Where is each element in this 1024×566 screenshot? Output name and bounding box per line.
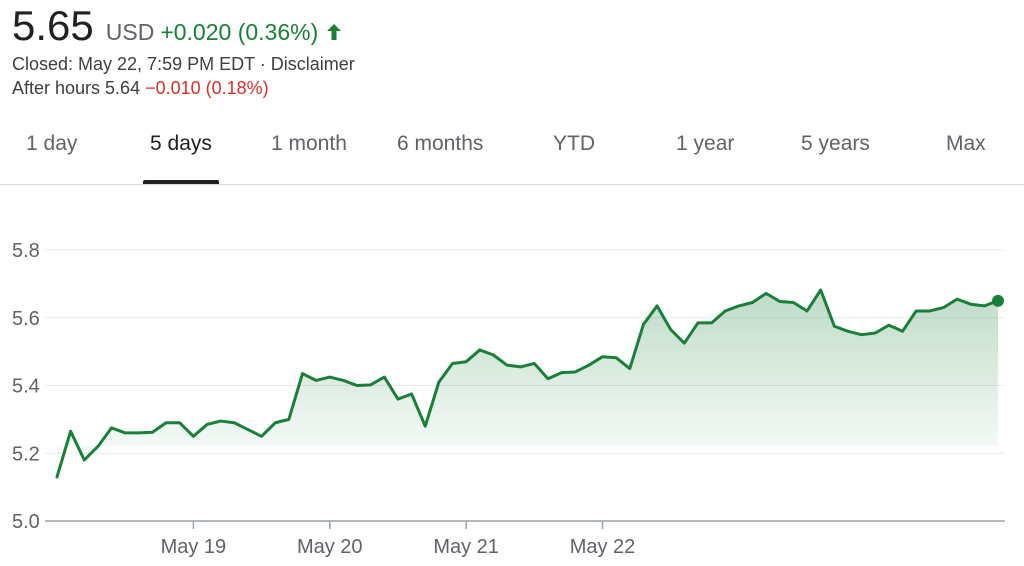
x-tick-label: May 19 [161, 536, 227, 558]
current-price: 5.65 [12, 2, 94, 49]
quote-header: 5.65 USD +0.020 (0.36%) [12, 2, 344, 50]
tab-1-month[interactable]: 1 month [271, 132, 347, 155]
arrow-up-icon [324, 22, 344, 42]
price-line [55, 288, 1000, 479]
price-chart: 5.8 5.6 5.4 5.2 5.0 May 19 May 20 May 21 May 22 [12, 240, 1005, 558]
tab-1-year[interactable]: 1 year [676, 132, 735, 155]
tab-6-months[interactable]: 6 months [397, 132, 484, 155]
after-hours-info: After hours 5.64 −0.010 (0.18%) [12, 78, 269, 99]
y-tick-label: 5.0 [12, 511, 40, 533]
after-hours-price: After hours 5.64 [12, 78, 141, 98]
tab-1-day[interactable]: 1 day [26, 132, 78, 155]
tab-ytd[interactable]: YTD [553, 132, 595, 155]
disclaimer-link[interactable]: Disclaimer [270, 54, 355, 74]
y-tick-label: 5.6 [12, 308, 40, 330]
last-price-point [992, 294, 1004, 307]
y-tick-label: 5.8 [12, 240, 40, 262]
x-tick-label: May 21 [433, 536, 499, 558]
separator: · [254, 54, 271, 74]
active-tab-indicator [143, 180, 219, 184]
y-tick-label: 5.2 [12, 443, 40, 465]
currency-label: USD [105, 19, 155, 45]
tab-5-years[interactable]: 5 years [801, 132, 870, 155]
closed-time: Closed: May 22, 7:59 PM EDT [12, 54, 255, 74]
tab-max[interactable]: Max [946, 132, 986, 155]
close-info: Closed: May 22, 7:59 PM EDT · Disclaimer [12, 54, 355, 75]
price-change: +0.020 (0.36%) [160, 19, 319, 45]
range-tabs: 1 day 5 days 1 month 6 months YTD 1 year… [0, 120, 1024, 185]
x-tick-label: May 22 [570, 536, 636, 558]
y-tick-label: 5.4 [12, 376, 40, 398]
tab-5-days[interactable]: 5 days [150, 132, 212, 155]
x-tick-label: May 20 [297, 536, 363, 558]
after-hours-change: −0.010 (0.18%) [145, 78, 269, 98]
price-area-fill [57, 289, 998, 477]
